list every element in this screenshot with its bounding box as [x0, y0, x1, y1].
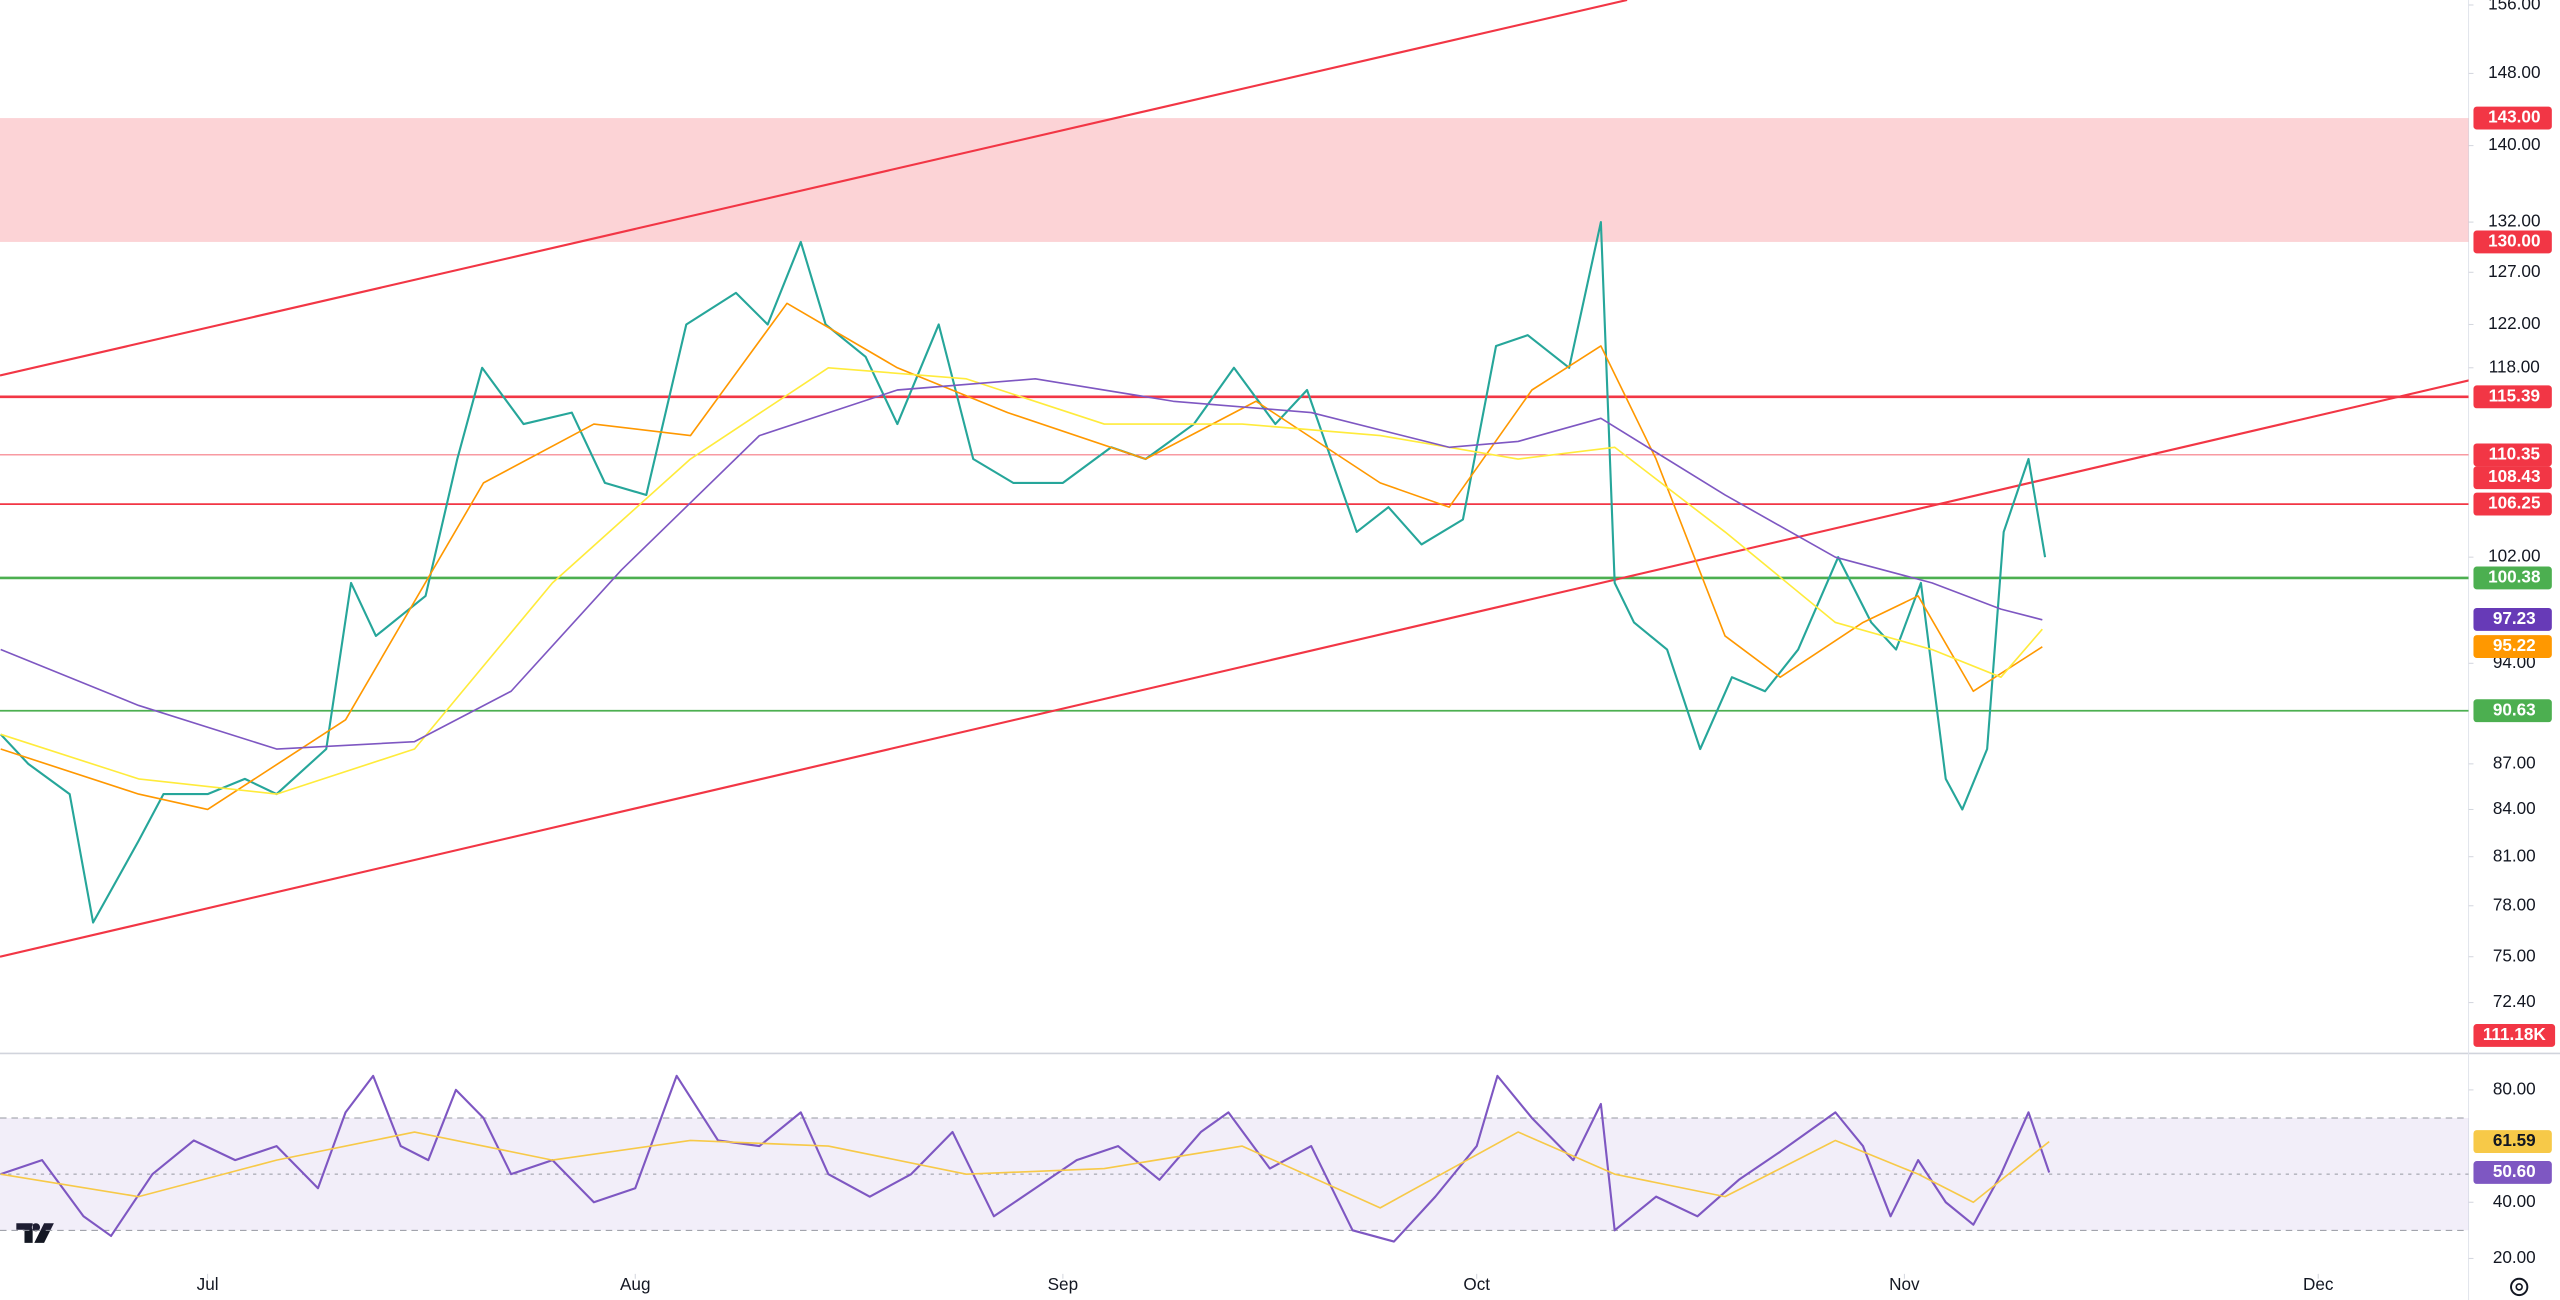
- level-label: 130.00: [2488, 230, 2540, 250]
- x-tick-label: Jul: [197, 1274, 219, 1294]
- level-label-box: [2473, 230, 2552, 254]
- level-label: 100.38: [2488, 566, 2540, 586]
- level-label: 110.35: [2489, 443, 2541, 463]
- level-label: 108.43: [2488, 466, 2540, 486]
- level-label: 106.25: [2488, 493, 2541, 513]
- level-label-box: [2473, 492, 2552, 516]
- resistance-zone: [0, 118, 2469, 242]
- series-line: [0, 1131, 2050, 1209]
- y-tick-label: 80.00: [2493, 1078, 2536, 1098]
- volume-label: 111.18K: [2483, 1024, 2546, 1044]
- level-label-box: [2473, 106, 2552, 130]
- level-label-box: [2473, 466, 2552, 490]
- level-label: 90.63: [2493, 699, 2536, 719]
- y-tick-label: 78.00: [2493, 894, 2536, 914]
- last-value-label: 61.59: [2493, 1130, 2536, 1150]
- y-tick-label: 75.00: [2493, 945, 2536, 965]
- level-label-box: [2473, 443, 2552, 467]
- level-label: 115.39: [2489, 385, 2540, 405]
- pane-1: [0, 1074, 2469, 1243]
- y-tick-label: 20.00: [2493, 1247, 2536, 1267]
- last-value-label: 50.60: [2493, 1161, 2536, 1181]
- level-label: 143.00: [2488, 107, 2540, 127]
- y-tick-label: 156.00: [2488, 0, 2540, 14]
- series-line: [0, 378, 2043, 750]
- y-tick-label: 72.40: [2493, 991, 2536, 1011]
- level-label-box: [2473, 566, 2552, 590]
- level-label-box: [2473, 699, 2552, 723]
- y-tick-label: 87.00: [2493, 752, 2536, 772]
- y-tick-label: 122.00: [2488, 313, 2540, 333]
- level-label: 97.23: [2493, 608, 2536, 628]
- volume-label-box: [2473, 1023, 2556, 1047]
- y-tick-label: 118.00: [2489, 356, 2540, 376]
- pane-0: [0, 0, 2469, 958]
- y-tick-label: 127.00: [2488, 261, 2540, 281]
- series-line: [0, 1074, 2051, 1243]
- x-tick-label: Sep: [1048, 1274, 1078, 1294]
- y-tick-label: 140.00: [2488, 134, 2540, 154]
- level-label: 95.22: [2493, 635, 2536, 655]
- trendline: [0, 379, 2469, 958]
- series-line: [0, 221, 2047, 924]
- y-tick-label: 40.00: [2493, 1191, 2536, 1211]
- level-label-box: [2473, 607, 2552, 631]
- x-tick-label: Oct: [1463, 1274, 1490, 1294]
- x-tick-label: Aug: [620, 1274, 650, 1294]
- x-tick-label: Dec: [2303, 1274, 2334, 1294]
- last-value-label-box: [2473, 1161, 2552, 1184]
- settings-icon[interactable]: [2510, 1277, 2529, 1297]
- x-tick-label: Nov: [1889, 1274, 1920, 1294]
- y-tick-label: 148.00: [2488, 62, 2540, 82]
- last-value-label-box: [2473, 1130, 2552, 1154]
- level-label-box: [2473, 635, 2552, 658]
- y-tick-label: 102.00: [2488, 546, 2540, 566]
- tradingview-logo: [16, 1223, 54, 1243]
- trendline: [0, 0, 1628, 377]
- y-tick-label: 132.00: [2488, 211, 2540, 231]
- series-line: [0, 302, 2043, 811]
- series-line: [0, 366, 2043, 795]
- y-tick-label: 84.00: [2493, 798, 2536, 818]
- level-label-box: [2473, 385, 2552, 409]
- y-tick-label: 81.00: [2493, 845, 2536, 865]
